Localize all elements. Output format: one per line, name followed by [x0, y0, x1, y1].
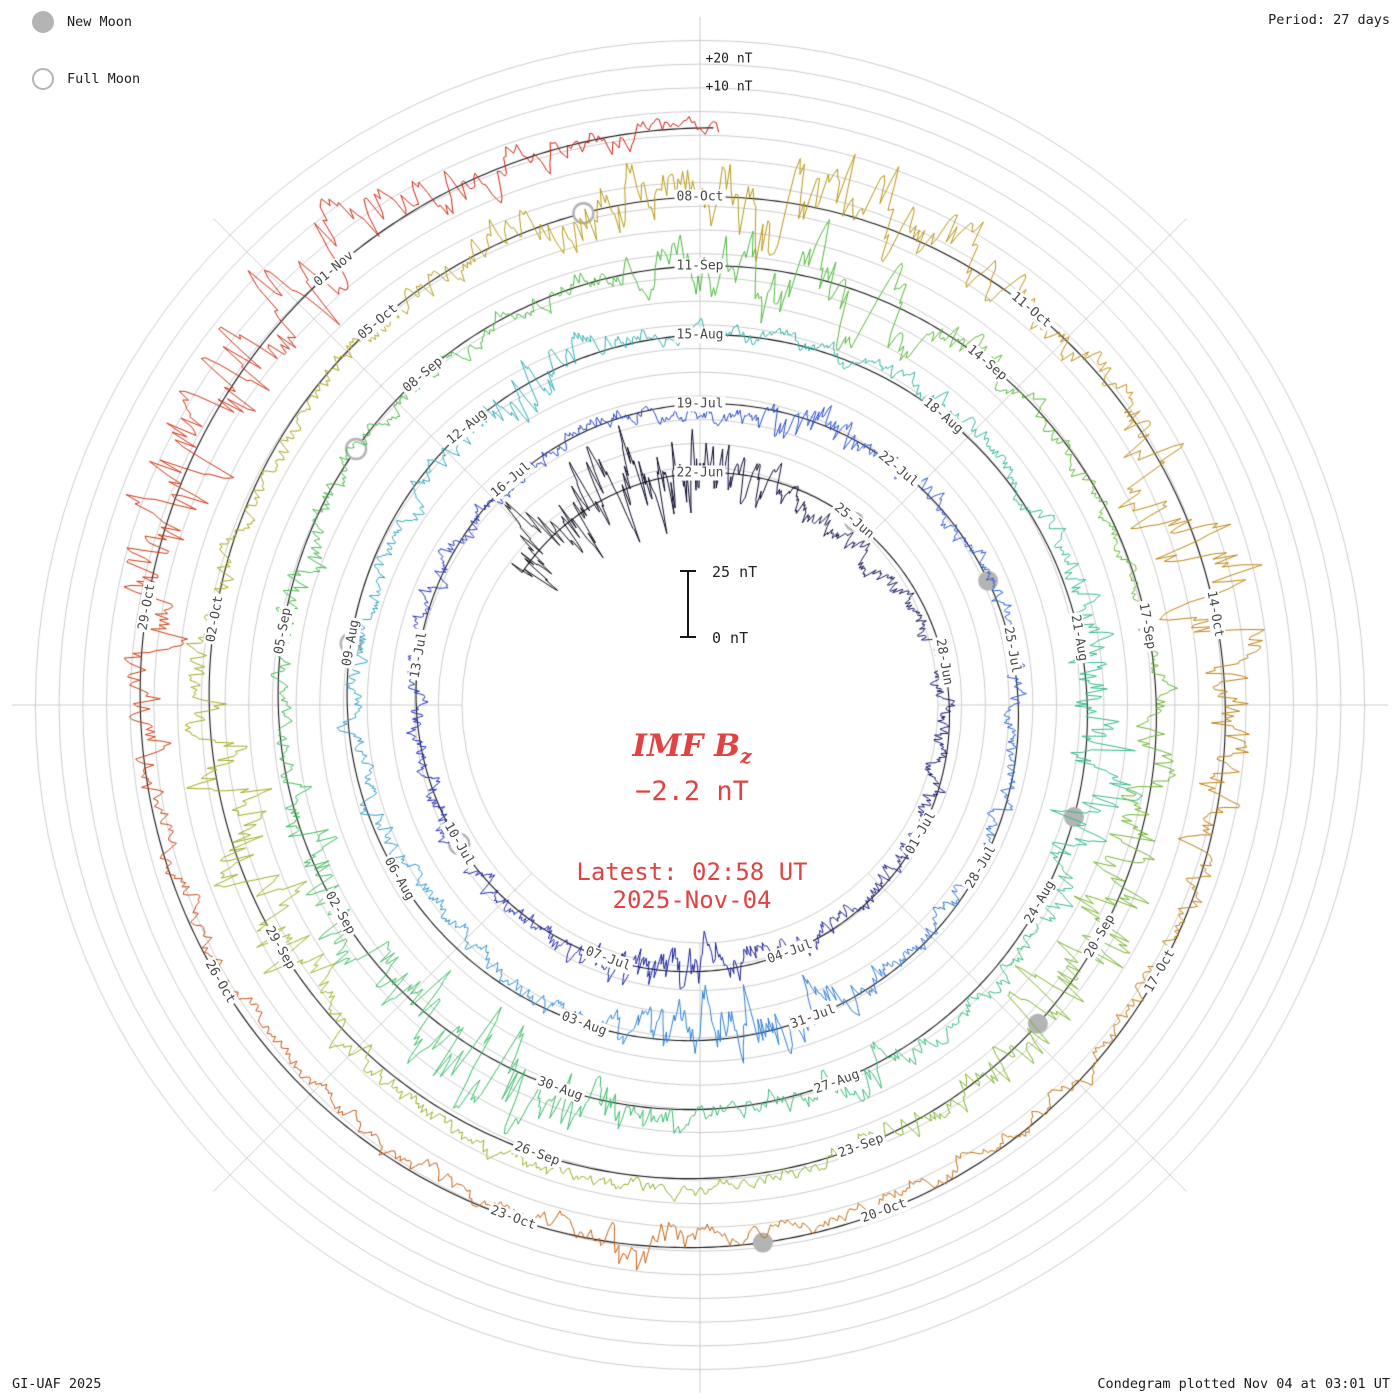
credit-label: GI-UAF 2025 — [12, 1376, 102, 1392]
period-label: Period: 27 days — [1268, 12, 1390, 28]
plus-20-nt-label: +20 nT — [705, 51, 753, 67]
scale-bar-top-cap — [680, 570, 696, 572]
full-moon-icon — [32, 68, 54, 90]
date-label-22-jun: 22-Jun — [674, 465, 726, 481]
date-label-11-sep: 11-Sep — [674, 258, 726, 274]
date-label-19-jul: 19-Jul — [674, 396, 726, 412]
plotted-timestamp-label: Condegram plotted Nov 04 at 03:01 UT — [1097, 1376, 1390, 1392]
new-moon-icon — [32, 11, 54, 33]
legend-new-moon: New Moon — [32, 9, 132, 35]
date-label-08-oct: 08-Oct — [674, 189, 726, 205]
latest-bz-value: −2.2 nT — [635, 776, 749, 807]
legend-full-moon: Full Moon — [32, 66, 140, 92]
scale-bar-max-label: 25 nT — [712, 563, 758, 581]
latest-time-label: Latest: 02:58 UT — [576, 858, 808, 886]
chart-title-subscript: z — [740, 744, 752, 769]
latest-date-label: 2025-Nov-04 — [612, 886, 772, 914]
full-moon-label: Full Moon — [67, 71, 141, 87]
scale-bar-bottom-cap — [680, 636, 696, 638]
date-label-15-aug: 15-Aug — [674, 327, 726, 343]
chart-title-main: IMF B — [632, 728, 741, 764]
chart-title: IMF Bz — [632, 728, 751, 768]
plus-10-nt-label: +10 nT — [705, 79, 753, 95]
new-moon-label: New Moon — [67, 14, 133, 30]
scale-bar — [687, 570, 689, 638]
scale-bar-zero-label: 0 nT — [712, 629, 749, 647]
